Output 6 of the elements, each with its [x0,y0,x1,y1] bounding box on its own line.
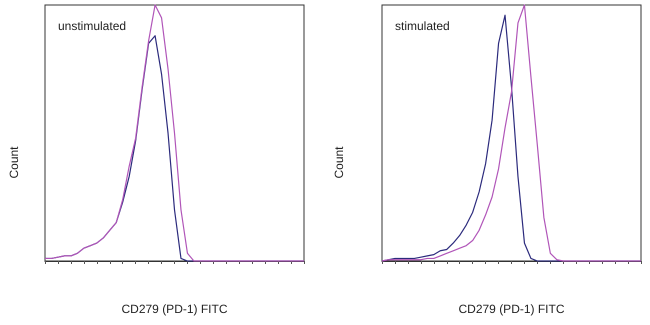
x-axis-title: CD279 (PD-1) FITC [458,302,565,316]
x-axis-title: CD279 (PD-1) FITC [121,302,228,316]
y-axis-title: Count [332,146,346,179]
text: stimulated [395,19,450,33]
text: unstimulated [58,19,126,33]
y-axis-title: Count [7,146,21,179]
